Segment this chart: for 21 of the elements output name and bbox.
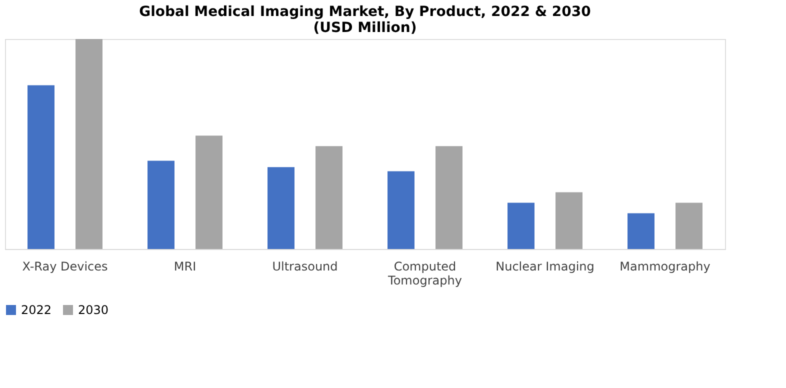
legend-label: 2030 — [78, 303, 109, 317]
bar — [28, 85, 54, 249]
bar — [556, 192, 582, 249]
legend-label: 2022 — [21, 303, 52, 317]
x-tick-label: Ultrasound — [272, 260, 338, 274]
bar — [628, 213, 654, 249]
x-tick-label: Mammography — [620, 260, 710, 274]
bar — [436, 146, 462, 249]
x-tick-label: Computed Tomography — [387, 260, 462, 288]
x-tick-label: X-Ray Devices — [22, 260, 108, 274]
bar — [148, 160, 174, 249]
x-tick-label: MRI — [174, 260, 196, 274]
bar — [676, 202, 702, 249]
bar — [196, 136, 222, 249]
x-tick-label: Nuclear Imaging — [496, 260, 594, 274]
bar — [316, 146, 342, 249]
chart-title: Global Medical Imaging Market, By Product, 2022 & 2030 (USD Million) — [139, 4, 592, 36]
bar — [508, 202, 534, 249]
bar — [76, 39, 102, 249]
bar — [388, 171, 414, 249]
bar — [268, 167, 294, 249]
